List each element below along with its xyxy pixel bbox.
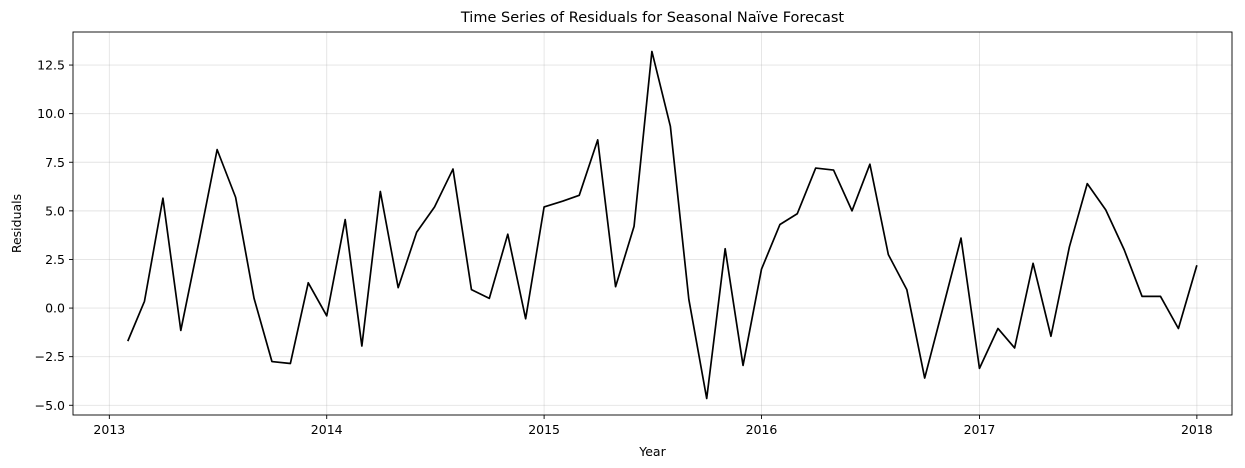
x-tick-label: 2016 bbox=[746, 422, 778, 437]
x-tick-label: 2014 bbox=[311, 422, 343, 437]
plot-frame bbox=[72, 31, 1233, 416]
x-axis-label: Year bbox=[638, 444, 666, 459]
y-axis-label: Residuals bbox=[9, 194, 24, 253]
y-tick-label: 5.0 bbox=[45, 203, 65, 218]
chart-title: Time Series of Residuals for Seasonal Na… bbox=[460, 10, 845, 26]
y-tick-label: 7.5 bbox=[45, 155, 65, 170]
y-axis: −5.0 −2.5 0.0 2.5 5.0 7.5 10.0 12.5 bbox=[35, 58, 73, 413]
residuals-series-line bbox=[127, 50, 1198, 400]
y-tick-label: −2.5 bbox=[35, 349, 65, 364]
y-tick-label: −5.0 bbox=[35, 398, 65, 413]
y-tick-label: 0.0 bbox=[45, 301, 65, 316]
x-tick-label: 2017 bbox=[964, 422, 996, 437]
x-tick-label: 2015 bbox=[528, 422, 560, 437]
y-tick-label: 10.0 bbox=[37, 106, 65, 121]
x-tick-label: 2013 bbox=[93, 422, 125, 437]
x-axis: 2013 2014 2015 2016 2017 2018 bbox=[93, 415, 1213, 437]
series-layer bbox=[127, 50, 1198, 400]
y-tick-label: 12.5 bbox=[37, 58, 65, 73]
y-tick-label: 2.5 bbox=[45, 252, 65, 267]
x-tick-label: 2018 bbox=[1181, 422, 1213, 437]
grid-lines bbox=[73, 32, 1232, 415]
